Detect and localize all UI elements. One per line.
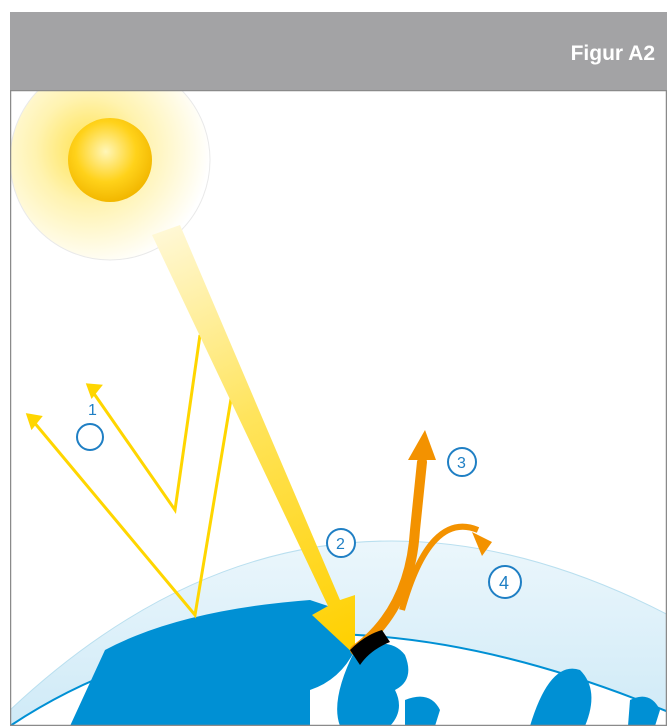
label-2: 2 [336, 536, 345, 553]
reflected-rays [25, 334, 237, 619]
label-4: 4 [499, 573, 509, 593]
earth-icon [10, 600, 667, 726]
figure-frame: Figur A2 [10, 12, 667, 726]
label-1: 1 [88, 402, 97, 419]
figure-header: Figur A2 [10, 12, 667, 90]
label-3: 3 [457, 455, 466, 472]
figure-title: Figur A2 [570, 42, 655, 65]
sun-icon [10, 90, 211, 261]
circle-marker [76, 423, 104, 451]
diagram-panel: 1 2 3 4 [10, 90, 667, 726]
label-4-circle [488, 565, 522, 599]
label-3-circle [447, 447, 477, 477]
incoming-sunlight-arrow [152, 225, 355, 655]
label-2-circle [326, 528, 356, 558]
heat-arrows [350, 430, 492, 665]
greenhouse-diagram: 1 2 3 4 [10, 90, 667, 726]
